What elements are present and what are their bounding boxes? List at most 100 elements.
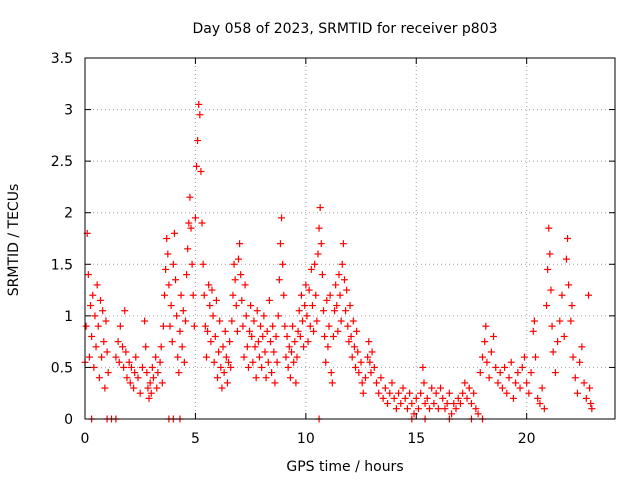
x-tick-label: 10 — [297, 431, 315, 447]
data-point — [237, 271, 245, 279]
data-point — [271, 379, 279, 387]
data-point — [163, 235, 171, 242]
data-point — [397, 400, 405, 408]
data-point — [349, 317, 357, 325]
data-point — [331, 307, 339, 315]
data-point — [525, 389, 533, 397]
data-point — [251, 343, 259, 351]
data-point — [336, 291, 344, 299]
data-point — [585, 291, 592, 299]
data-point — [567, 317, 575, 325]
x-tick-label: 20 — [518, 431, 536, 447]
data-point — [299, 317, 307, 325]
data-point — [346, 302, 354, 310]
data-point — [328, 379, 336, 387]
data-point — [190, 322, 198, 330]
data-point — [282, 353, 290, 361]
data-point — [494, 379, 502, 387]
data-point — [316, 204, 324, 212]
data-point — [161, 291, 168, 299]
y-tick-label: 3.5 — [51, 51, 73, 67]
data-point — [183, 271, 191, 279]
data-point — [148, 363, 156, 371]
data-point — [565, 281, 573, 289]
data-point — [327, 369, 335, 377]
data-point — [320, 307, 327, 315]
data-point — [101, 384, 109, 392]
data-point — [426, 405, 433, 413]
data-point — [122, 348, 130, 356]
data-point — [332, 281, 340, 289]
data-point — [408, 400, 416, 408]
data-point — [145, 394, 153, 402]
data-point — [87, 302, 95, 310]
data-point — [399, 384, 407, 392]
data-point — [154, 369, 162, 377]
data-point — [121, 307, 129, 315]
data-point — [304, 338, 312, 346]
data-point — [112, 353, 120, 361]
data-point — [325, 322, 333, 330]
data-point — [232, 302, 240, 310]
data-point — [314, 250, 322, 258]
data-point — [534, 394, 542, 402]
data-point — [234, 255, 242, 263]
data-point — [273, 358, 281, 366]
data-point — [313, 317, 321, 325]
data-point — [243, 343, 251, 351]
data-point — [167, 302, 175, 310]
data-point — [578, 343, 586, 351]
data-point — [212, 296, 220, 304]
data-point — [283, 332, 291, 340]
data-point — [338, 260, 346, 268]
data-point — [275, 276, 283, 284]
data-point — [188, 260, 196, 268]
data-point — [142, 343, 150, 351]
data-point — [586, 384, 594, 392]
data-point — [540, 405, 548, 413]
data-point — [233, 327, 241, 335]
data-point — [375, 389, 383, 397]
data-point — [355, 369, 363, 377]
data-point — [430, 400, 438, 408]
data-point — [123, 374, 131, 382]
data-point — [211, 332, 219, 340]
data-point — [265, 296, 273, 304]
data-point — [359, 389, 367, 397]
data-point — [562, 255, 570, 263]
data-point — [463, 394, 471, 402]
data-point — [392, 405, 400, 413]
data-point — [292, 379, 300, 387]
data-point — [294, 327, 302, 335]
data-point — [218, 384, 226, 392]
data-point — [278, 214, 286, 222]
data-point — [250, 317, 258, 325]
data-point — [289, 322, 297, 330]
data-point — [252, 374, 260, 382]
data-point — [333, 302, 341, 310]
data-point — [587, 400, 595, 408]
y-tick-label: 1.5 — [51, 257, 73, 273]
data-point — [143, 369, 151, 377]
data-point — [205, 281, 213, 289]
data-point — [417, 389, 425, 397]
data-point — [324, 343, 332, 351]
data-point — [242, 312, 250, 320]
data-point — [483, 358, 491, 366]
data-point — [246, 327, 254, 335]
data-point — [307, 265, 315, 273]
data-point — [549, 348, 557, 356]
data-point — [345, 338, 353, 346]
data-point — [377, 374, 385, 382]
data-point — [228, 317, 236, 325]
data-point — [568, 302, 576, 310]
data-point — [532, 353, 539, 361]
data-point — [401, 394, 409, 402]
data-point — [202, 353, 210, 361]
data-point — [230, 260, 238, 268]
data-point — [310, 327, 318, 335]
y-tick-label: 2.5 — [51, 154, 73, 170]
data-point — [262, 374, 270, 382]
data-point — [390, 394, 398, 402]
data-point — [267, 338, 274, 346]
